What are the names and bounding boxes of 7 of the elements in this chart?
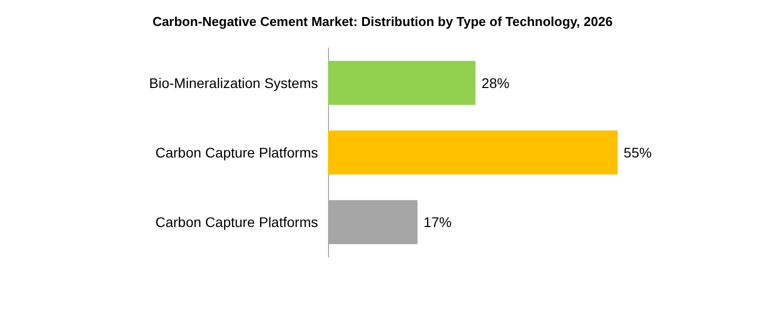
y-tick-label: Carbon Capture Platforms (155, 214, 318, 230)
chart-title: Carbon-Negative Cement Market: Distribution by Type of Technology, 2026 (152, 14, 613, 29)
data-label: 17% (424, 214, 452, 230)
y-tick-label: Bio-Mineralization Systems (149, 74, 318, 91)
data-label: 55% (624, 144, 652, 160)
y-tick-label: Carbon Capture Platforms (155, 144, 318, 160)
data-label: 28% (481, 74, 510, 91)
